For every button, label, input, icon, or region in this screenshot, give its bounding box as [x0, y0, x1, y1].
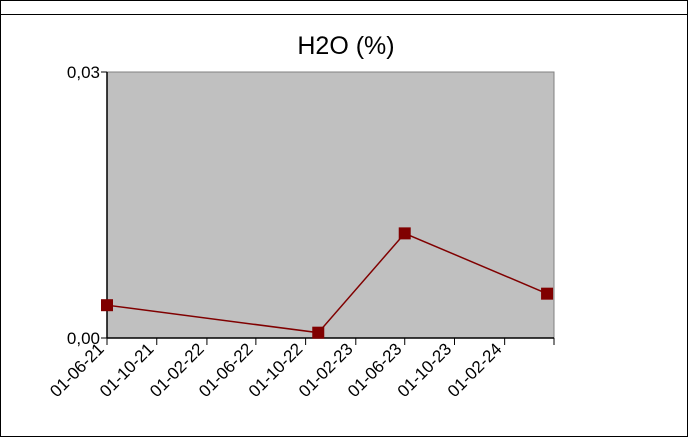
chart-title: H2O (%): [297, 32, 394, 60]
x-tick-label: 01-02-24: [444, 339, 506, 401]
x-tick-label: 01-10-21: [96, 339, 158, 401]
plot-area: [106, 71, 555, 339]
x-tick-label: 01-10-22: [245, 339, 307, 401]
y-tick-label: 0,03: [67, 63, 100, 82]
data-point: [541, 287, 554, 300]
top-divider: [0, 14, 688, 15]
x-tick-label: 01-10-23: [394, 339, 456, 401]
x-tick-label: 01-06-21: [46, 339, 108, 401]
y-tick-label: 0,00: [67, 329, 100, 348]
data-point: [312, 326, 325, 339]
x-tick-label: 01-06-23: [344, 339, 406, 401]
data-point: [101, 299, 113, 312]
data-point: [398, 227, 411, 240]
x-tick-label: 01-06-22: [195, 339, 257, 401]
series-line: [106, 232, 548, 334]
